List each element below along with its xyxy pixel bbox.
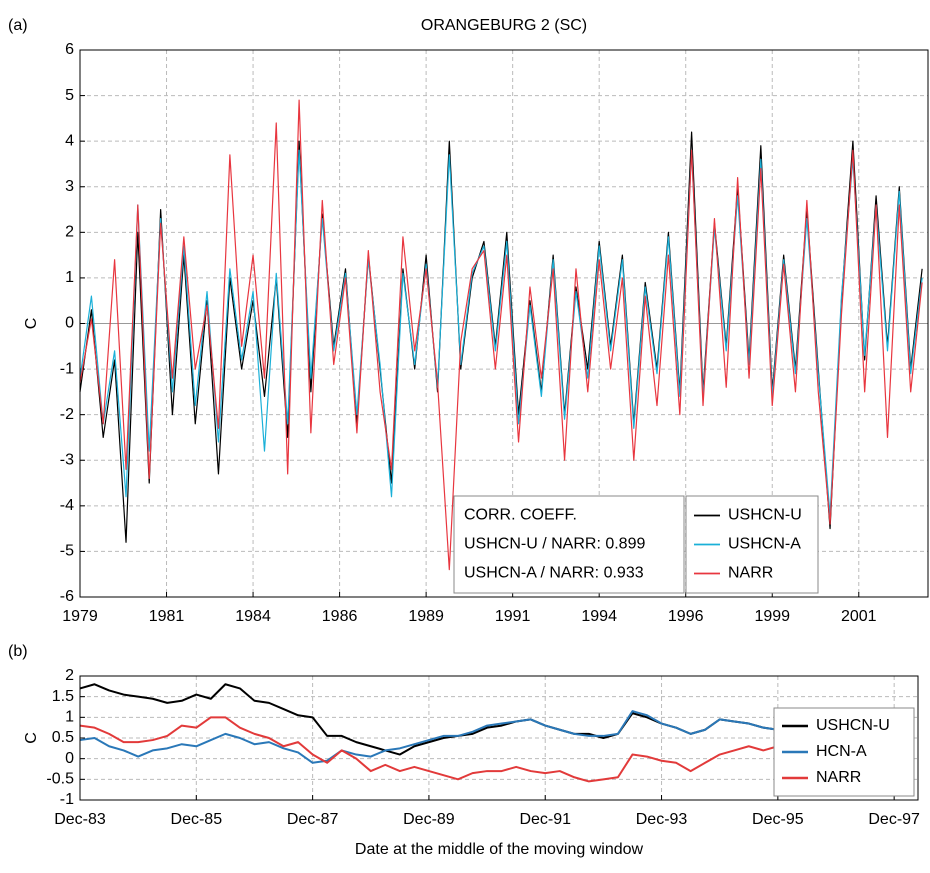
x-tick-label: 2001 [841, 608, 877, 625]
y-tick-label: -1 [60, 360, 74, 377]
legend-label: USHCN-U [728, 507, 802, 524]
x-tick-label: 1991 [495, 608, 531, 625]
x-tick-label: 1984 [235, 608, 271, 625]
x-tick-label: 1981 [149, 608, 185, 625]
x-tick-label: 1986 [322, 608, 358, 625]
y-tick-label: -1 [60, 791, 74, 808]
x-tick-label: 1989 [408, 608, 444, 625]
y-tick-label: 1 [65, 269, 74, 286]
plot-frame [79, 49, 929, 598]
chart-title: ORANGEBURG 2 (SC) [421, 17, 587, 34]
panel-label: (b) [8, 643, 28, 660]
legend-label: NARR [816, 769, 861, 786]
x-tick-label: Dec-97 [868, 811, 920, 828]
y-tick-label: 0 [65, 750, 74, 767]
y-tick-label: -6 [60, 588, 74, 605]
series-line [79, 131, 923, 543]
y-tick-label: 2 [65, 667, 74, 684]
series-line [79, 710, 909, 764]
series-line [79, 99, 923, 571]
legend-label: USHCN-A [728, 536, 801, 553]
x-tick-label: 1996 [668, 608, 704, 625]
x-tick-label: Dec-91 [519, 811, 571, 828]
y-tick-label: 5 [65, 87, 74, 104]
y-tick-label: 2 [65, 224, 74, 241]
annotation: CORR. COEFF. [464, 507, 577, 524]
x-tick-label: Dec-87 [287, 811, 339, 828]
y-tick-label: 1 [65, 709, 74, 726]
x-tick-label: 1979 [62, 608, 98, 625]
y-tick-label: -3 [60, 451, 74, 468]
x-axis-label: Date at the middle of the moving window [355, 841, 644, 858]
x-tick-label: Dec-93 [636, 811, 688, 828]
x-tick-label: 1994 [581, 608, 617, 625]
y-tick-label: 6 [65, 41, 74, 58]
legend-label: USHCN-U [816, 717, 890, 734]
annotation-box [453, 495, 685, 594]
annotation: USHCN-U / NARR: 0.899 [464, 536, 645, 553]
x-tick-label: Dec-83 [54, 811, 106, 828]
y-tick-label: 3 [65, 178, 74, 195]
y-tick-label: -5 [60, 543, 74, 560]
x-tick-label: Dec-95 [752, 811, 804, 828]
y-tick-label: 4 [65, 132, 74, 149]
x-tick-label: Dec-85 [171, 811, 223, 828]
y-tick-label: 0.5 [52, 729, 74, 746]
x-tick-label: 1999 [754, 608, 790, 625]
y-tick-label: 0 [65, 315, 74, 332]
plot-frame [79, 675, 919, 801]
panel-label: (a) [8, 17, 28, 34]
y-tick-label: -0.5 [46, 771, 74, 788]
x-tick-label: Dec-89 [403, 811, 455, 828]
y-axis-label: C [23, 318, 40, 330]
legend-label: HCN-A [816, 743, 867, 760]
annotation: USHCN-A / NARR: 0.933 [464, 565, 644, 582]
legend-label: NARR [728, 565, 773, 582]
y-axis-label: C [23, 732, 40, 744]
series-line [79, 716, 909, 783]
y-tick-label: 1.5 [52, 688, 74, 705]
y-tick-label: -2 [60, 406, 74, 423]
y-tick-label: -4 [60, 497, 74, 514]
